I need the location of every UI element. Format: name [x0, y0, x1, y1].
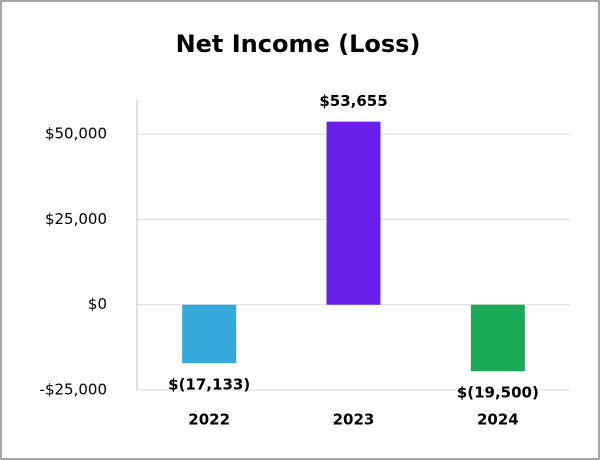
- x-tick-label: 2023: [333, 411, 375, 429]
- value-label: $53,655: [319, 92, 387, 110]
- y-tick-label: $50,000: [45, 125, 107, 143]
- x-tick-label: 2022: [188, 411, 230, 429]
- y-tick-label: $0: [88, 295, 107, 313]
- chart-title: Net Income (Loss): [176, 30, 421, 58]
- y-tick-label: $25,000: [45, 210, 107, 228]
- bar: [182, 304, 237, 364]
- value-label: $(19,500): [457, 384, 539, 402]
- x-tick-label: 2024: [477, 411, 519, 429]
- bar: [326, 121, 381, 305]
- y-tick-label: -$25,000: [40, 381, 107, 399]
- bar: [470, 304, 525, 372]
- value-label: $(17,133): [168, 376, 250, 394]
